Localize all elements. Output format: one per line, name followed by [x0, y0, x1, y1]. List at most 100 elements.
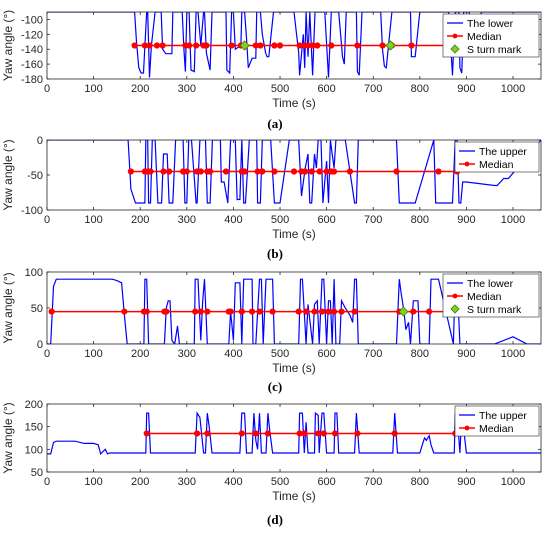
median-point — [131, 42, 138, 49]
y-tick-label: -160 — [21, 59, 43, 71]
axes-box — [46, 11, 542, 80]
axes-box — [46, 403, 542, 473]
median-point — [408, 42, 415, 49]
panel-a: 0 100 200 300 400 500 600 700 800 900 1000 -100 -120… — [1, 10, 542, 131]
y-tick-label: 50 — [31, 303, 43, 315]
legend-label: Median — [479, 423, 514, 435]
x-tick-label: 0 — [44, 83, 50, 95]
median-point — [166, 168, 173, 175]
legend-box — [454, 141, 540, 173]
y-tick-label: -140 — [21, 44, 43, 56]
x-tick-label: 0 — [44, 214, 50, 226]
median-point — [269, 308, 276, 315]
panel-b: 0 100 200 300 400 500 600 700 800 900 1000 0 -50 -100… — [1, 135, 542, 261]
raw-yaw-series-line — [47, 411, 541, 456]
x-tick-label: 400 — [224, 348, 242, 360]
median-point — [197, 168, 204, 175]
median-point — [207, 168, 214, 175]
x-axis-label: Time (s) — [272, 489, 316, 503]
median-point — [328, 42, 335, 49]
panel-c: 0 100 200 300 400 500 600 700 800 900 1000 0 50 100 Ti… — [1, 267, 542, 394]
x-tick-label: 200 — [131, 348, 149, 360]
median-point — [197, 308, 204, 315]
median-point — [228, 42, 235, 49]
x-tick-label: 200 — [131, 83, 149, 95]
x-tick-label: 200 — [131, 476, 149, 488]
y-tick-label: 0 — [37, 339, 43, 351]
y-tick-label: -120 — [21, 29, 43, 41]
x-tick-label: 300 — [178, 83, 196, 95]
median-point — [308, 168, 315, 175]
s-turn-mark — [239, 40, 250, 51]
median-point — [391, 430, 398, 437]
y-tick-label: 0 — [37, 135, 43, 147]
x-tick-label: 500 — [271, 214, 289, 226]
x-tick-label: 100 — [84, 83, 102, 95]
y-tick-label: 100 — [25, 267, 43, 279]
legend-label: The upper — [479, 410, 527, 422]
median-point — [276, 42, 284, 49]
panel-caption: (a) — [267, 116, 282, 131]
median-point — [354, 42, 361, 49]
median-point — [271, 168, 278, 175]
x-axis-label: Time (s) — [272, 96, 316, 110]
panel-caption: (d) — [267, 512, 283, 527]
median-point — [325, 308, 332, 315]
median-point — [241, 168, 248, 175]
median-point — [143, 430, 150, 437]
legend-label: Median — [467, 31, 502, 43]
median-point — [121, 308, 128, 315]
x-tick-label: 1000 — [501, 348, 525, 360]
x-tick-label: 400 — [224, 214, 242, 226]
x-tick-label: 1000 — [501, 83, 525, 95]
median-point — [192, 308, 199, 315]
legend-label: The lower — [467, 278, 514, 290]
legend-swatch-s-turn — [450, 304, 460, 314]
median-point — [204, 308, 211, 315]
x-tick-label: 600 — [317, 476, 335, 488]
x-tick-label: 800 — [411, 476, 429, 488]
median-point — [248, 308, 256, 315]
x-tick-label: 400 — [224, 83, 242, 95]
y-tick-label: 150 — [25, 422, 43, 434]
legend-swatch-s-turn — [450, 44, 460, 54]
median-point — [330, 308, 338, 315]
y-axis-label: Yaw angle (°) — [1, 139, 15, 210]
x-tick-label: 0 — [44, 476, 50, 488]
median-point — [238, 430, 245, 437]
x-tick-label: 900 — [457, 83, 475, 95]
median-point — [186, 42, 193, 49]
median-point — [147, 168, 154, 175]
median-point — [160, 168, 167, 175]
median-point — [193, 42, 200, 49]
x-tick-label: 700 — [364, 476, 382, 488]
median-point — [330, 168, 338, 175]
median-point — [379, 42, 386, 49]
median-point — [435, 168, 442, 175]
panel-caption: (b) — [267, 246, 283, 261]
y-tick-label: 100 — [25, 444, 43, 456]
x-tick-label: 400 — [224, 476, 242, 488]
median-point — [316, 168, 323, 175]
y-tick-label: -180 — [21, 74, 43, 86]
x-tick-label: 0 — [44, 348, 50, 360]
median-point — [318, 308, 326, 315]
median-point — [346, 168, 354, 175]
median-point — [426, 308, 433, 315]
x-tick-label: 700 — [364, 214, 382, 226]
s-turn-mark — [398, 306, 409, 317]
y-tick-label: -100 — [21, 14, 43, 26]
x-tick-label: 700 — [364, 83, 382, 95]
x-tick-label: 900 — [457, 476, 475, 488]
legend-swatch-median-marker — [464, 425, 470, 431]
median-point — [311, 308, 318, 315]
panel-caption: (c) — [268, 379, 282, 394]
x-tick-label: 500 — [271, 476, 289, 488]
x-axis-label: Time (s) — [272, 361, 316, 375]
y-tick-label: -50 — [27, 170, 43, 182]
legend-label: Median — [467, 291, 502, 303]
x-tick-label: 300 — [178, 348, 196, 360]
